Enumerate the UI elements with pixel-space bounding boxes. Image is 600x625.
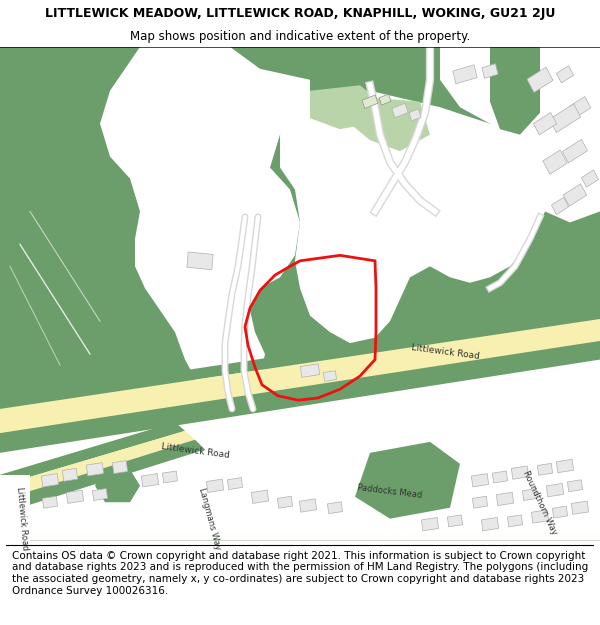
Bar	[62, 468, 77, 481]
Bar	[301, 364, 320, 378]
Text: Langmans Way: Langmans Way	[197, 487, 223, 551]
Text: LITTLEWICK MEADOW, LITTLEWICK ROAD, KNAPHILL, WOKING, GU21 2JU: LITTLEWICK MEADOW, LITTLEWICK ROAD, KNAP…	[45, 7, 555, 19]
Bar	[206, 479, 224, 492]
Polygon shape	[440, 47, 600, 222]
Bar	[568, 480, 583, 492]
Text: Littlewick Road: Littlewick Road	[160, 442, 230, 459]
Bar	[328, 502, 343, 514]
Text: Roundthorn Way: Roundthorn Way	[521, 469, 559, 536]
Bar	[496, 492, 514, 506]
Bar	[569, 97, 591, 118]
Bar	[67, 490, 83, 503]
Bar	[538, 463, 553, 475]
Bar	[551, 198, 569, 214]
Bar	[482, 64, 498, 78]
Bar	[556, 66, 574, 83]
Bar	[550, 104, 581, 132]
Text: Littlewick Road: Littlewick Road	[15, 487, 29, 551]
Bar	[533, 112, 557, 135]
Polygon shape	[0, 475, 30, 541]
Bar	[493, 471, 508, 483]
Polygon shape	[355, 442, 460, 519]
Bar	[523, 489, 538, 501]
Polygon shape	[0, 359, 600, 541]
Bar	[251, 490, 269, 503]
Text: Littlewick Road: Littlewick Road	[410, 343, 480, 361]
Polygon shape	[0, 422, 185, 486]
Bar	[453, 65, 477, 84]
Bar	[481, 518, 499, 531]
Polygon shape	[0, 308, 600, 409]
Polygon shape	[0, 319, 600, 433]
Bar	[547, 484, 563, 497]
Bar	[362, 95, 378, 109]
Polygon shape	[490, 47, 540, 134]
Polygon shape	[0, 341, 600, 446]
Bar	[277, 496, 293, 508]
Bar	[562, 139, 587, 163]
Polygon shape	[100, 47, 310, 398]
Text: Paddocks Mead: Paddocks Mead	[357, 482, 423, 500]
Polygon shape	[0, 431, 195, 499]
Bar	[163, 471, 178, 483]
Bar	[472, 474, 488, 487]
Bar	[92, 489, 107, 501]
Bar	[543, 150, 567, 174]
Bar	[527, 67, 553, 92]
Polygon shape	[0, 47, 600, 541]
Bar	[323, 371, 337, 381]
Bar	[553, 506, 568, 518]
Bar	[556, 459, 574, 472]
Bar	[511, 466, 529, 479]
Bar	[472, 496, 488, 508]
Bar	[41, 474, 59, 487]
Bar	[581, 170, 599, 187]
Bar	[43, 496, 58, 508]
Bar	[448, 515, 463, 527]
Bar	[299, 499, 317, 512]
Bar	[392, 103, 408, 118]
Bar	[227, 478, 242, 489]
Bar	[532, 510, 548, 523]
Bar	[112, 461, 128, 474]
Bar	[409, 109, 421, 121]
Bar	[187, 252, 213, 269]
Polygon shape	[350, 96, 430, 151]
Polygon shape	[95, 469, 140, 502]
Bar	[571, 501, 589, 514]
Text: Map shows position and indicative extent of the property.: Map shows position and indicative extent…	[130, 30, 470, 43]
Polygon shape	[310, 85, 380, 129]
Bar	[86, 462, 104, 476]
Bar	[142, 474, 158, 487]
Polygon shape	[5, 439, 205, 511]
Bar	[421, 518, 439, 531]
Bar	[379, 94, 391, 105]
Text: Contains OS data © Crown copyright and database right 2021. This information is : Contains OS data © Crown copyright and d…	[12, 551, 588, 596]
Bar	[508, 515, 523, 527]
Bar	[563, 184, 587, 206]
Polygon shape	[280, 91, 545, 343]
